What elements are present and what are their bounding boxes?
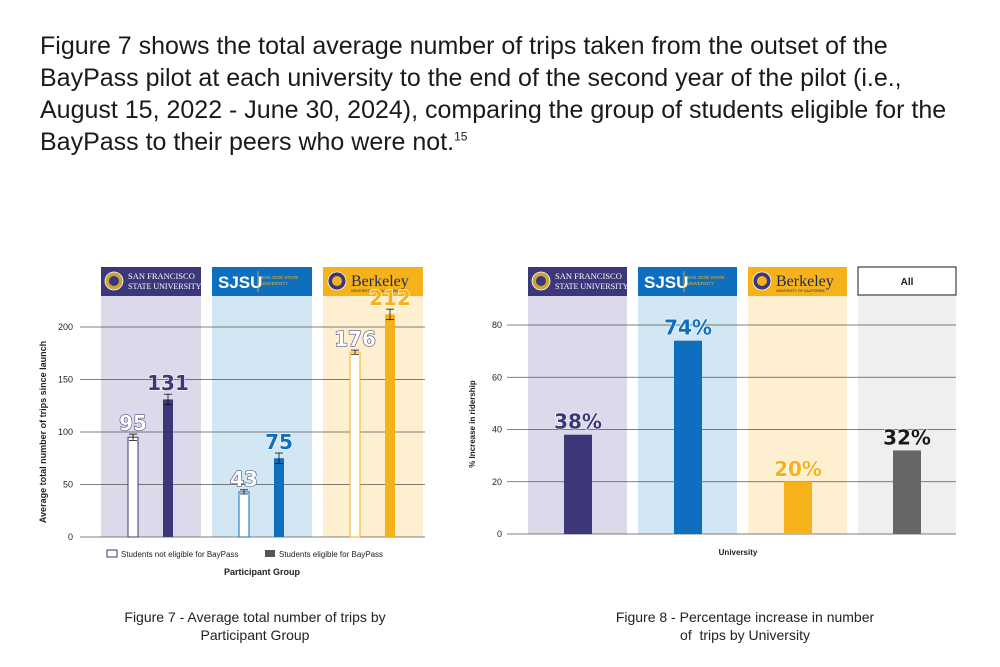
footnote-marker[interactable]: 15 <box>454 129 468 144</box>
fig8-y-tick-label: 20 <box>492 477 502 487</box>
sjsu-logo-sub1: SAN JOSÉ STATE <box>261 274 298 280</box>
fig7-data-label-sfsu-eligible: 131 <box>147 371 189 395</box>
sfsu-logo-line2-fig8: STATE UNIVERSITY <box>555 282 629 291</box>
fig7-data-label-sfsu-not-eligible: 95 <box>119 411 147 435</box>
berkeley-column-bg <box>323 295 423 537</box>
figure-7-caption-line1: Figure 7 - Average total number of trips… <box>124 609 386 625</box>
berkeley-logo-main: Berkeley <box>351 273 409 290</box>
fig8-data-label-berkeley: 20% <box>774 457 822 481</box>
fig7-data-label-berkeley-not-eligible: 176 <box>334 327 376 351</box>
berkeley-logo-sub-fig8: UNIVERSITY OF CALIFORNIA <box>776 289 825 293</box>
berkeley-logo-sub: UNIVERSITY OF CALIFORNIA <box>351 289 400 293</box>
fig8-y-tick-label: 40 <box>492 425 502 435</box>
fig7-bar-berkeley-eligible <box>385 314 395 537</box>
figure-8-caption-line2: of trips by University <box>680 627 810 643</box>
sfsu-column-bg <box>101 295 201 537</box>
figure-8-caption-line1: Figure 8 - Percentage increase in number <box>615 609 875 625</box>
fig8-bar-sfsu <box>564 434 592 534</box>
fig8-y-tick-label: 0 <box>497 529 502 539</box>
fig7-legend: Students not eligible for BayPass Studen… <box>106 549 383 559</box>
fig8-data-label-sfsu: 38% <box>554 410 602 434</box>
fig8-y-tick-label: 60 <box>492 372 502 382</box>
sjsu-logo-sub2-fig8: UNIVERSITY <box>687 281 714 286</box>
fig7-bar-sfsu-eligible <box>163 399 173 537</box>
figure-7-caption: Figure 7 - Average total number of trips… <box>90 608 420 644</box>
fig7-y-tick-label: 100 <box>58 427 73 437</box>
sfsu-logo-line1-fig8: SAN FRANCISCO <box>555 271 622 281</box>
figure-7-caption-line2: Participant Group <box>200 627 310 643</box>
sfsu-logo-line2: STATE UNIVERSITY <box>128 282 202 291</box>
fig7-y-tick-label: 0 <box>68 532 73 542</box>
figure-8-caption: Figure 8 - Percentage increase in number… <box>575 608 915 644</box>
fig8-bar-all <box>893 450 921 534</box>
sjsu-logo: SJSU SAN JOSÉ STATE UNIVERSITY <box>212 267 312 296</box>
fig7-y-tick-label: 200 <box>58 322 73 332</box>
fig8-data-label-all: 32% <box>883 425 931 449</box>
fig8-y-tick-label: 80 <box>492 320 502 330</box>
berkeley-logo-fig8: Berkeley UNIVERSITY OF CALIFORNIA <box>748 267 847 296</box>
fig8-data-label-sjsu: 74% <box>664 316 712 340</box>
legend-label-eligible: Students eligible for BayPass <box>279 550 383 559</box>
fig7-bar-sjsu-eligible <box>274 458 284 537</box>
sfsu-logo-fig8: SAN FRANCISCO STATE UNIVERSITY <box>528 267 629 296</box>
sjsu-logo-main: SJSU <box>218 273 262 292</box>
all-logo-label: All <box>901 277 914 288</box>
sjsu-logo-fig8: SJSU SAN JOSÉ STATE UNIVERSITY <box>638 267 737 296</box>
fig7-data-label-sjsu-eligible: 75 <box>265 430 293 454</box>
legend-swatch-eligible <box>265 550 275 557</box>
intro-text: Figure 7 shows the total average number … <box>40 32 947 156</box>
fig8-bar-sjsu <box>674 340 702 534</box>
fig7-y-tick-label: 150 <box>58 375 73 385</box>
intro-paragraph: Figure 7 shows the total average number … <box>40 30 960 158</box>
sfsu-logo: SAN FRANCISCO STATE UNIVERSITY <box>101 267 202 296</box>
sjsu-logo-sub2: UNIVERSITY <box>261 281 288 286</box>
sjsu-logo-main-fig8: SJSU <box>644 273 688 292</box>
sjsu-column-bg <box>212 295 312 537</box>
legend-swatch-not-eligible <box>106 549 118 558</box>
fig8-y-axis-label: % Increase in ridership <box>468 380 477 468</box>
fig8-bar-berkeley <box>784 481 812 534</box>
fig7-data-label-berkeley-eligible: 212 <box>369 286 411 310</box>
fig7-y-axis-label: Average total number of trips since laun… <box>38 341 48 523</box>
fig7-y-tick-label: 50 <box>63 480 73 490</box>
fig7-x-axis-label: Participant Group <box>224 567 301 577</box>
berkeley-logo-main-fig8: Berkeley <box>776 273 834 290</box>
fig7-data-label-sjsu-not-eligible: 43 <box>230 467 258 491</box>
all-logo-fig8: All <box>857 266 957 296</box>
sjsu-logo-sub1-fig8: SAN JOSÉ STATE <box>687 274 724 280</box>
fig8-x-axis-label: University <box>719 548 758 557</box>
berkeley-logo: Berkeley UNIVERSITY OF CALIFORNIA <box>323 267 423 296</box>
sfsu-logo-line1: SAN FRANCISCO <box>128 271 195 281</box>
legend-label-not-eligible: Students not eligible for BayPass <box>121 550 238 559</box>
